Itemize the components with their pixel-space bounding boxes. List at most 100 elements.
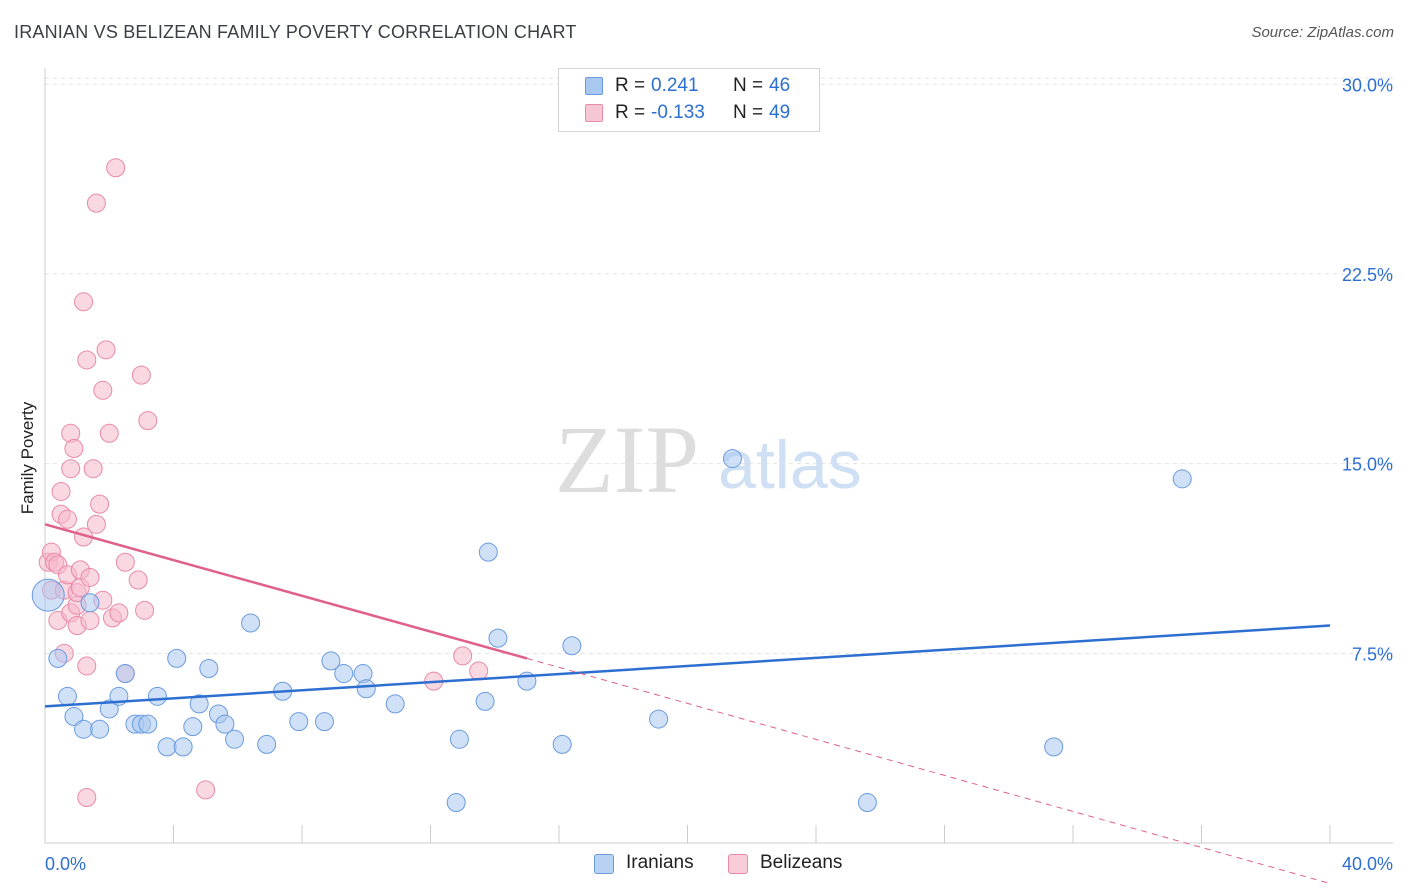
watermark-zip: ZIP bbox=[555, 406, 699, 513]
iranians-point[interactable] bbox=[80, 593, 100, 613]
belizeans-point[interactable] bbox=[453, 646, 473, 666]
belizeans-point[interactable] bbox=[196, 780, 216, 800]
belizeans-point[interactable] bbox=[93, 380, 113, 400]
iranians-point[interactable] bbox=[183, 717, 203, 737]
iranians-point[interactable] bbox=[167, 648, 187, 668]
belizeans-point[interactable] bbox=[115, 552, 135, 572]
iranians-point[interactable] bbox=[1044, 737, 1064, 757]
belizeans-point[interactable] bbox=[86, 193, 106, 213]
y-tick-label: 22.5% bbox=[1342, 265, 1393, 285]
belizeans-point[interactable] bbox=[61, 459, 81, 479]
iranians-point[interactable] bbox=[74, 719, 94, 739]
iranians-legend-label: Iranians bbox=[626, 852, 694, 873]
belizeans-point[interactable] bbox=[131, 365, 151, 385]
iranians-series bbox=[31, 449, 1192, 813]
iranians-point[interactable] bbox=[857, 793, 877, 813]
iranians-point[interactable] bbox=[48, 648, 68, 668]
legend-belizeans-n: 49 bbox=[769, 102, 791, 123]
y-tick-label: 30.0% bbox=[1342, 75, 1393, 95]
belizeans-point[interactable] bbox=[90, 494, 110, 514]
iranians-point[interactable] bbox=[173, 737, 193, 757]
iranians-point[interactable] bbox=[356, 679, 376, 699]
iranians-point[interactable] bbox=[225, 729, 245, 749]
iranians-point[interactable] bbox=[90, 719, 110, 739]
belizeans-point[interactable] bbox=[96, 340, 116, 360]
iranians-point[interactable] bbox=[257, 734, 277, 754]
belizeans-point[interactable] bbox=[77, 787, 97, 807]
legend-n-label: N = bbox=[733, 102, 764, 123]
iranians-point[interactable] bbox=[475, 691, 495, 711]
watermark: ZIP atlas bbox=[555, 406, 862, 513]
belizeans-point[interactable] bbox=[80, 610, 100, 630]
belizeans-legend-label: Belizeans bbox=[760, 852, 843, 873]
x-tick-label-max: 40.0% bbox=[1342, 854, 1393, 874]
tick-labels: 7.5% 15.0% 22.5% 30.0% 0.0% 40.0% bbox=[45, 75, 1393, 874]
belizeans-point[interactable] bbox=[138, 411, 158, 431]
belizeans-point[interactable] bbox=[80, 567, 100, 587]
iranians-swatch bbox=[585, 77, 603, 95]
iranians-point[interactable] bbox=[1172, 469, 1192, 489]
x-tick-label-min: 0.0% bbox=[45, 854, 86, 874]
belizeans-point[interactable] bbox=[64, 438, 84, 458]
iranians-point[interactable] bbox=[57, 686, 77, 706]
belizeans-point[interactable] bbox=[74, 292, 94, 312]
iranians-point[interactable] bbox=[115, 664, 135, 684]
iranians-point[interactable] bbox=[552, 734, 572, 754]
belizeans-point[interactable] bbox=[83, 459, 103, 479]
iranians-point[interactable] bbox=[199, 658, 219, 678]
iranians-point[interactable] bbox=[385, 694, 405, 714]
iranians-point[interactable] bbox=[314, 712, 334, 732]
iranians-point[interactable] bbox=[321, 651, 341, 671]
iranians-point[interactable] bbox=[138, 714, 158, 734]
source-credit: Source: ZipAtlas.com bbox=[1251, 24, 1394, 41]
belizeans-point[interactable] bbox=[469, 661, 489, 681]
iranians-point[interactable] bbox=[562, 636, 582, 656]
legend-iranians-n: 46 bbox=[769, 75, 791, 96]
belizeans-point[interactable] bbox=[135, 600, 155, 620]
iranians-point[interactable] bbox=[147, 686, 167, 706]
iranians-point[interactable] bbox=[99, 699, 119, 719]
watermark-atlas: atlas bbox=[718, 427, 862, 503]
y-tick-label: 7.5% bbox=[1352, 644, 1393, 664]
belizeans-point[interactable] bbox=[106, 158, 126, 178]
belizeans-point[interactable] bbox=[86, 514, 106, 534]
iranians-point[interactable] bbox=[241, 613, 261, 633]
belizeans-point[interactable] bbox=[128, 570, 148, 590]
iranians-point[interactable] bbox=[334, 664, 354, 684]
iranians-point[interactable] bbox=[31, 578, 65, 612]
y-tick-label: 15.0% bbox=[1342, 455, 1393, 475]
belizeans-swatch bbox=[585, 104, 603, 122]
legend-belizeans-r: -0.133 bbox=[651, 102, 705, 123]
trend-lines bbox=[44, 523, 1331, 884]
iranians-point[interactable] bbox=[446, 793, 466, 813]
belizeans-legend-swatch bbox=[728, 854, 748, 874]
correlation-legend: R = 0.241 N = 46 R = -0.133 N = 49 bbox=[558, 68, 820, 132]
belizeans-point[interactable] bbox=[99, 423, 119, 443]
iranians-point[interactable] bbox=[722, 449, 742, 469]
legend-iranians-r: 0.241 bbox=[651, 75, 699, 96]
iranians-point[interactable] bbox=[478, 542, 498, 562]
iranians-point[interactable] bbox=[649, 709, 669, 729]
iranians-legend-swatch bbox=[594, 854, 614, 874]
iranians-point[interactable] bbox=[449, 729, 469, 749]
legend-r-label: R = bbox=[615, 75, 646, 96]
iranians-point[interactable] bbox=[157, 737, 177, 757]
iranians-point[interactable] bbox=[488, 628, 508, 648]
iranians-trend-line bbox=[44, 624, 1331, 708]
belizeans-point[interactable] bbox=[51, 481, 71, 501]
belizeans-point[interactable] bbox=[77, 656, 97, 676]
belizeans-point[interactable] bbox=[57, 509, 77, 529]
iranians-point[interactable] bbox=[289, 712, 309, 732]
belizeans-point[interactable] bbox=[77, 350, 97, 370]
grid-layer bbox=[45, 77, 1393, 654]
iranians-point[interactable] bbox=[189, 694, 209, 714]
legend-r-label: R = bbox=[615, 102, 646, 123]
belizeans-trend-line-extension bbox=[526, 657, 1331, 884]
axis-layer bbox=[44, 68, 1393, 844]
iranians-point[interactable] bbox=[215, 714, 235, 734]
belizeans-point[interactable] bbox=[109, 603, 129, 623]
iranians-point[interactable] bbox=[64, 707, 84, 727]
belizeans-trend-line bbox=[44, 523, 528, 660]
chart-title: IRANIAN VS BELIZEAN FAMILY POVERTY CORRE… bbox=[14, 22, 577, 42]
